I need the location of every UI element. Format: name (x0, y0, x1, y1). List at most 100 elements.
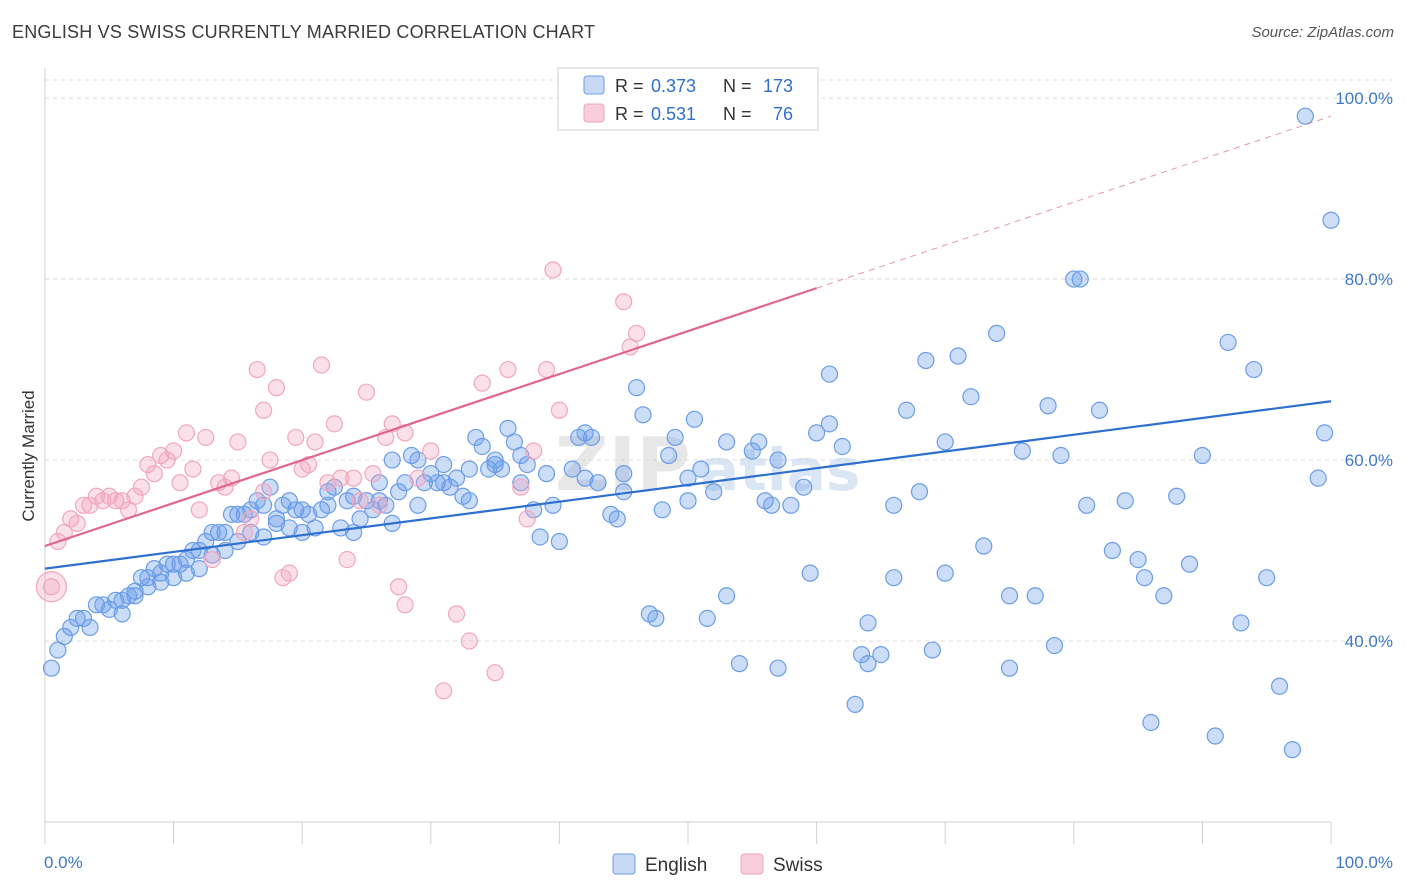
english-point (370, 474, 388, 492)
english-point (923, 641, 941, 659)
english-point (383, 451, 401, 469)
english-trend-line (44, 400, 1332, 570)
english-point (910, 483, 929, 501)
y-axis-label: Currently Married (19, 390, 38, 521)
english-point (1270, 677, 1289, 695)
english-point (679, 492, 697, 510)
swiss-point (325, 415, 343, 433)
swiss-point (126, 487, 144, 505)
english-point (396, 474, 414, 492)
swiss-point (287, 428, 305, 447)
english-point (917, 351, 935, 370)
swiss-point (525, 442, 543, 460)
english-point (1206, 727, 1224, 745)
english-point (807, 424, 826, 442)
english-point (87, 596, 106, 614)
english-point (589, 474, 607, 492)
english-point (1129, 550, 1147, 569)
english-point (820, 365, 839, 383)
swiss-point (550, 401, 569, 419)
swiss-point (158, 451, 176, 469)
swiss-point-large (35, 571, 68, 603)
english-point (627, 379, 646, 397)
trend-lines (44, 115, 1332, 570)
english-point (1065, 270, 1083, 288)
english-point (1090, 401, 1109, 419)
swiss-point (544, 261, 562, 279)
english-point (988, 324, 1006, 342)
swiss-point (113, 492, 131, 510)
english-point (216, 523, 234, 542)
english-point (447, 469, 466, 487)
english-point (949, 347, 967, 365)
swiss-point (139, 455, 157, 474)
english-point (872, 645, 890, 664)
swiss-point (499, 360, 517, 379)
swiss-point (332, 469, 350, 487)
swiss-point (261, 451, 279, 469)
english-point (409, 451, 427, 469)
english-point (222, 505, 241, 523)
swiss-point (184, 460, 202, 478)
english-point (152, 564, 170, 582)
english-point (242, 523, 260, 542)
english-point (1309, 469, 1327, 487)
english-point (795, 478, 813, 496)
chart-title: ENGLISH VS SWISS CURRENTLY MARRIED CORRE… (12, 22, 596, 42)
english-point (936, 564, 954, 582)
swiss-point (486, 664, 504, 682)
swiss-point (190, 501, 208, 519)
y-tick-label: 40.0% (1345, 632, 1393, 651)
english-point (55, 627, 73, 646)
swiss-point (351, 492, 369, 510)
english-point (190, 560, 208, 578)
swiss-r-label: R = (615, 104, 644, 124)
swiss-trend-extension (816, 115, 1332, 289)
y-tick-labels: 40.0% 60.0% 80.0% 100.0% (1335, 89, 1393, 651)
english-point (1052, 446, 1070, 465)
english-point (1193, 446, 1212, 465)
swiss-point (512, 478, 530, 496)
watermark-atlas: atlas (700, 436, 860, 504)
english-point (801, 564, 819, 582)
english-point (531, 528, 549, 546)
english-point (139, 569, 157, 587)
english-point (1000, 659, 1019, 677)
swiss-point (357, 383, 376, 401)
english-r-label: R = (615, 76, 644, 96)
english-point (460, 492, 478, 510)
swiss-point (165, 442, 183, 460)
english-point (743, 442, 761, 460)
english-point (705, 483, 723, 501)
swiss-point (300, 455, 318, 474)
english-point (1219, 333, 1237, 352)
swiss-point (74, 496, 93, 514)
swiss-point (216, 478, 234, 496)
english-point (859, 614, 877, 632)
english-point (1013, 442, 1031, 460)
swiss-point (473, 374, 491, 392)
english-point (1071, 270, 1089, 288)
english-point (1000, 587, 1019, 605)
english-point (634, 406, 652, 424)
english-point (936, 433, 954, 451)
swiss-point (396, 596, 414, 614)
english-point (467, 428, 485, 447)
english-point (550, 532, 569, 551)
swiss-point (627, 324, 646, 342)
swiss-point (267, 379, 286, 397)
swiss-point (319, 474, 337, 492)
swiss-point (255, 401, 273, 419)
english-point (833, 437, 851, 456)
english-point (885, 496, 903, 514)
english-point (255, 496, 273, 514)
english-point (582, 428, 601, 447)
english-point (1155, 587, 1173, 605)
english-point (769, 451, 787, 469)
english-point (210, 523, 228, 542)
swiss-point (312, 356, 331, 374)
series-legend: English Swiss (612, 853, 823, 876)
english-point (853, 645, 871, 664)
english-point (1283, 741, 1302, 759)
english-point (132, 569, 151, 587)
